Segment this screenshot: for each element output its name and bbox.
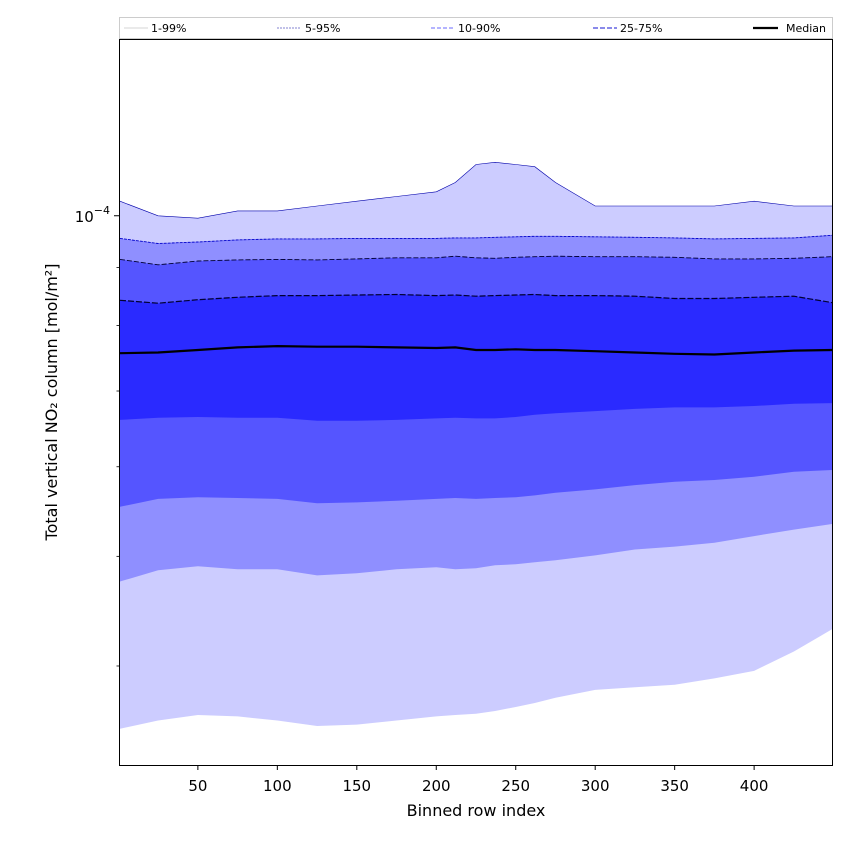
x-tick-label: 400: [740, 777, 769, 795]
legend-frame: [119, 17, 833, 39]
y-tick-label: 10−4: [75, 204, 110, 226]
x-tick-label: 350: [660, 777, 689, 795]
x-axis-label: Binned row index: [407, 801, 546, 820]
x-tick-label: 50: [188, 777, 207, 795]
legend-label-1: 1-99%: [151, 22, 186, 35]
plot-frame: [119, 39, 833, 766]
percentile-boundary-lines: [119, 161, 833, 304]
x-axis: 50 100 150 200 250 300 350 400: [188, 765, 768, 795]
x-tick-label: 300: [581, 777, 610, 795]
legend-label-3: 10-90%: [458, 22, 500, 35]
band-upper-line-5-95: [119, 234, 833, 244]
x-tick-label: 200: [422, 777, 451, 795]
y-axis: 10−4: [75, 204, 120, 667]
band-25-75: [120, 294, 832, 421]
median-line: [119, 344, 833, 356]
y-axis-label: Total vertical NO₂ column [mol/m²]: [42, 264, 61, 542]
x-tick-label: 150: [342, 777, 371, 795]
median-layer: [119, 344, 833, 356]
band-upper-line-10-90: [119, 255, 833, 266]
percentile-bands: [120, 162, 832, 729]
x-tick-label: 100: [263, 777, 292, 795]
band-upper-line-25-75: [119, 293, 833, 304]
legend: 1-99% 5-95% 10-90% 25-75% Median: [119, 17, 833, 39]
band-upper-line-1-99: [119, 161, 832, 219]
legend-label-5: Median: [786, 22, 826, 35]
legend-label-4: 25-75%: [620, 22, 662, 35]
x-tick-label: 250: [501, 777, 530, 795]
legend-label-2: 5-95%: [305, 22, 340, 35]
